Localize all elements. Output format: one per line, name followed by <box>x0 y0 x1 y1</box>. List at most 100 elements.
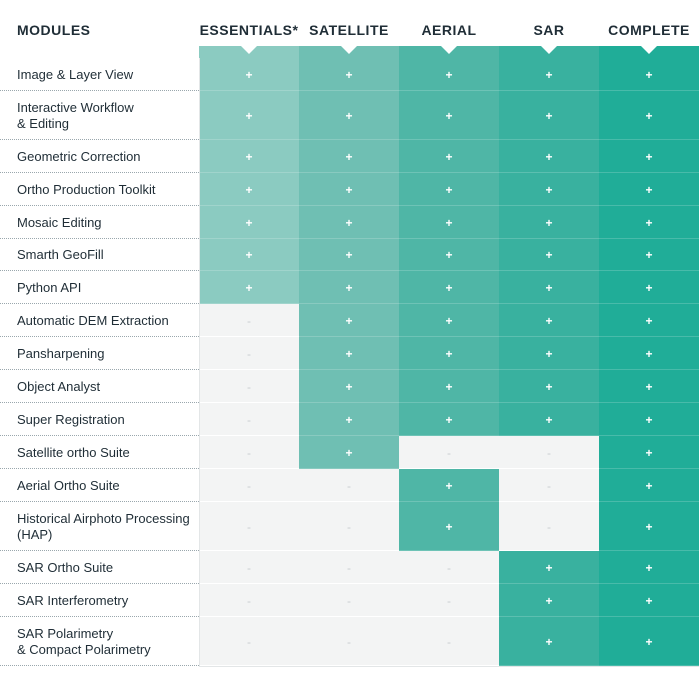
included-mark-satellite: + <box>299 304 399 337</box>
cell-divider <box>499 665 599 666</box>
included-mark-sar: + <box>499 617 599 666</box>
excluded-mark-aerial: - <box>399 617 499 666</box>
column-tab-satellite <box>299 46 399 58</box>
included-mark-aerial: + <box>399 58 499 91</box>
cell-divider <box>399 90 499 91</box>
row-divider <box>0 550 199 551</box>
included-mark-complete: + <box>599 206 699 239</box>
table-row: Interactive Workflow & Editing + + + + + <box>0 91 700 140</box>
module-label: Historical Airphoto Processing (HAP) <box>17 510 190 542</box>
table-row: Ortho Production Toolkit + + + + + <box>0 173 700 206</box>
module-label: Mosaic Editing <box>17 214 102 230</box>
column-tab-essentials <box>199 46 299 58</box>
grid-left-border <box>199 551 200 584</box>
grid-left-border <box>199 91 200 140</box>
module-label: SAR Interferometry <box>17 592 129 608</box>
cell-divider <box>199 402 299 403</box>
cell-divider <box>599 550 699 551</box>
cell-divider <box>599 238 699 239</box>
cell-divider <box>399 238 499 239</box>
cell-divider <box>199 583 299 584</box>
module-label: Object Analyst <box>17 378 101 394</box>
cell-divider <box>599 468 699 469</box>
cell-divider <box>399 139 499 140</box>
included-mark-sar: + <box>499 551 599 584</box>
cell-divider <box>499 139 599 140</box>
column-header-sar: SAR <box>533 22 565 38</box>
cell-divider <box>399 402 499 403</box>
row-divider <box>0 238 199 239</box>
cell-divider <box>299 139 399 140</box>
excluded-mark-sar: - <box>499 436 599 469</box>
cell-divider <box>499 303 599 304</box>
table-row: Python API + + + + + <box>0 271 700 304</box>
row-divider <box>0 468 199 469</box>
column-header-complete: COMPLETE <box>608 22 690 38</box>
cell-divider <box>399 205 499 206</box>
row-divider <box>0 139 199 140</box>
cell-divider <box>299 468 399 469</box>
cell-divider <box>599 303 699 304</box>
table-row: SAR Polarimetry & Compact Polarimetry - - -… <box>0 617 700 666</box>
included-mark-essentials: + <box>199 91 299 140</box>
included-mark-complete: + <box>599 584 699 617</box>
included-mark-essentials: + <box>199 140 299 173</box>
cell-divider <box>399 172 499 173</box>
module-label: Interactive Workflow & Editing <box>17 99 134 131</box>
included-mark-complete: + <box>599 436 699 469</box>
cell-divider <box>199 550 299 551</box>
included-mark-aerial: + <box>399 239 499 271</box>
included-mark-aerial: + <box>399 206 499 239</box>
cell-divider <box>599 205 699 206</box>
module-label: Satellite ortho Suite <box>17 444 130 460</box>
excluded-mark-essentials: - <box>199 617 299 666</box>
cell-divider <box>399 550 499 551</box>
cell-divider <box>499 336 599 337</box>
module-label: Pansharpening <box>17 345 105 361</box>
included-mark-satellite: + <box>299 436 399 469</box>
cell-divider <box>199 336 299 337</box>
cell-divider <box>499 616 599 617</box>
included-mark-satellite: + <box>299 403 399 436</box>
cell-divider <box>399 501 499 502</box>
cell-divider <box>499 90 599 91</box>
included-mark-aerial: + <box>399 337 499 370</box>
cell-divider <box>399 435 499 436</box>
grid-left-border <box>199 370 200 403</box>
module-label: Smarth GeoFill <box>17 247 104 262</box>
excluded-mark-satellite: - <box>299 469 399 502</box>
row-divider <box>0 90 199 91</box>
module-label: Automatic DEM Extraction <box>17 312 169 328</box>
cell-divider <box>299 402 399 403</box>
table-row: SAR Ortho Suite - - - + + <box>0 551 700 584</box>
module-label: Python API <box>17 279 82 295</box>
cell-divider <box>399 303 499 304</box>
cell-divider <box>399 616 499 617</box>
included-mark-aerial: + <box>399 370 499 403</box>
cell-divider <box>499 238 599 239</box>
cell-divider <box>599 665 699 666</box>
module-label: Aerial Ortho Suite <box>17 477 120 493</box>
cell-divider <box>299 369 399 370</box>
table-row: Smarth GeoFill + + + + + <box>0 239 700 271</box>
included-mark-complete: + <box>599 502 699 551</box>
excluded-mark-aerial: - <box>399 436 499 469</box>
cell-divider <box>599 336 699 337</box>
included-mark-complete: + <box>599 58 699 91</box>
cell-divider <box>299 501 399 502</box>
column-tab-complete <box>599 46 699 58</box>
cell-divider <box>199 501 299 502</box>
included-mark-complete: + <box>599 173 699 206</box>
excluded-mark-essentials: - <box>199 551 299 584</box>
included-mark-aerial: + <box>399 304 499 337</box>
row-divider <box>0 205 199 206</box>
tab-notch-icon <box>541 46 557 54</box>
cell-divider <box>599 270 699 271</box>
included-mark-aerial: + <box>399 140 499 173</box>
table-row: Satellite ortho Suite - + - - + <box>0 436 700 469</box>
cell-divider <box>499 435 599 436</box>
cell-divider <box>599 90 699 91</box>
cell-divider <box>299 550 399 551</box>
included-mark-aerial: + <box>399 173 499 206</box>
cell-divider <box>599 369 699 370</box>
